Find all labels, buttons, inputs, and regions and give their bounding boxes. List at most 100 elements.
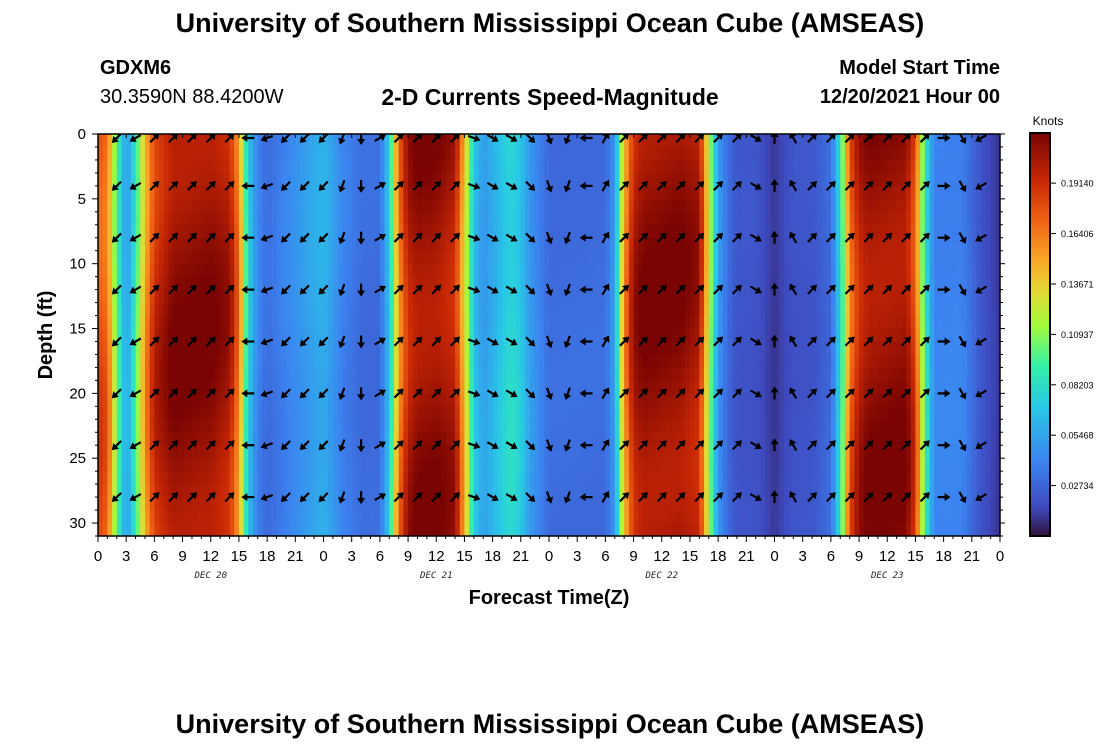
heatmap-cell: [835, 289, 841, 304]
heatmap-cell: [163, 393, 170, 407]
heatmap-cell: [502, 432, 508, 446]
heatmap-cell: [271, 302, 278, 317]
heatmap-cell: [704, 432, 710, 446]
heatmap-cell: [102, 354, 108, 369]
heatmap-cell: [610, 523, 616, 536]
heatmap-cell: [323, 211, 329, 226]
heatmap-cell: [722, 367, 729, 381]
heatmap-cell: [774, 250, 780, 265]
heatmap-cell: [229, 302, 235, 317]
heatmap-cell: [243, 315, 249, 330]
heatmap-cell: [689, 237, 696, 252]
heatmap-cell: [581, 458, 588, 472]
heatmap-cell: [187, 224, 193, 239]
heatmap-cell: [140, 406, 146, 420]
heatmap-cell: [657, 419, 663, 433]
heatmap-cell: [398, 406, 404, 420]
heatmap-cell: [826, 523, 832, 536]
heatmap-cell: [689, 367, 696, 381]
heatmap-cell: [563, 302, 569, 317]
heatmap-cell: [389, 341, 395, 356]
heatmap-cell: [234, 159, 240, 174]
heatmap-cell: [398, 354, 404, 369]
heatmap-cell: [605, 406, 611, 420]
heatmap-cell: [332, 458, 339, 472]
heatmap-cell: [361, 211, 367, 226]
heatmap-cell: [793, 341, 799, 356]
heatmap-cell: [328, 523, 334, 536]
heatmap-cell: [685, 172, 691, 187]
heatmap-cell: [600, 393, 606, 407]
heatmap-cell: [206, 445, 212, 459]
heatmap-cell: [309, 445, 315, 459]
heatmap-cell: [262, 380, 268, 394]
heatmap-cell: [300, 510, 306, 524]
heatmap-cell: [290, 458, 296, 472]
heatmap-cell: [666, 146, 672, 161]
heatmap-cell: [159, 458, 165, 472]
heatmap-cell: [821, 432, 827, 446]
heatmap-cell: [206, 302, 212, 317]
heatmap-cell: [276, 497, 282, 511]
heatmap-cell: [558, 497, 564, 511]
heatmap-cell: [342, 354, 348, 369]
heatmap-cell: [816, 250, 823, 265]
heatmap-cell: [732, 354, 738, 369]
heatmap-cell: [506, 276, 513, 291]
heatmap-cell: [483, 302, 489, 317]
heatmap-cell: [826, 341, 832, 356]
heatmap-cell: [736, 185, 743, 200]
heatmap-cell: [408, 523, 414, 536]
heatmap-cell: [445, 224, 451, 239]
heatmap-cell: [534, 289, 541, 304]
heatmap-cell: [826, 237, 832, 252]
heatmap-cell: [821, 185, 827, 200]
heatmap-cell: [502, 406, 508, 420]
heatmap-cell: [487, 134, 494, 148]
heatmap-cell: [220, 367, 226, 381]
heatmap-cell: [276, 510, 282, 524]
heatmap-cell: [610, 367, 616, 381]
heatmap-cell: [689, 146, 696, 161]
heatmap-cell: [619, 393, 625, 407]
heatmap-cell: [375, 510, 381, 524]
heatmap-cell: [159, 237, 165, 252]
heatmap-cell: [98, 393, 104, 407]
heatmap-cell: [779, 185, 785, 200]
heatmap-cell: [586, 471, 592, 485]
heatmap-cell: [769, 211, 776, 226]
heatmap-cell: [403, 146, 409, 161]
heatmap-cell: [234, 419, 240, 433]
heatmap-cell: [323, 237, 329, 252]
heatmap-cell: [285, 185, 292, 200]
heatmap-cell: [173, 237, 179, 252]
heatmap-cell: [689, 445, 696, 459]
heatmap-cell: [610, 224, 616, 239]
heatmap-cell: [722, 159, 729, 174]
heatmap-cell: [398, 484, 404, 498]
heatmap-cell: [389, 185, 395, 200]
heatmap-cell: [295, 432, 301, 446]
heatmap-cell: [361, 263, 367, 278]
heatmap-cell: [685, 211, 691, 226]
heatmap-cell: [549, 419, 555, 433]
heatmap-cell: [309, 146, 315, 161]
heatmap-cell: [173, 471, 179, 485]
heatmap-cell: [534, 341, 541, 356]
heatmap-cell: [661, 458, 668, 472]
heatmap-cell: [516, 484, 522, 498]
heatmap-cell: [516, 224, 522, 239]
heatmap-cell: [793, 445, 799, 459]
heatmap-cell: [779, 445, 785, 459]
heatmap-cell: [154, 419, 160, 433]
heatmap-cell: [464, 224, 470, 239]
heatmap-cell: [140, 237, 146, 252]
heatmap-cell: [107, 354, 113, 369]
heatmap-cell: [736, 354, 743, 369]
heatmap-cell: [516, 445, 522, 459]
heatmap-cell: [98, 237, 104, 252]
heatmap-cell: [121, 406, 127, 420]
heatmap-cell: [765, 432, 771, 446]
heatmap-cell: [337, 328, 343, 343]
heatmap-cell: [215, 211, 221, 226]
